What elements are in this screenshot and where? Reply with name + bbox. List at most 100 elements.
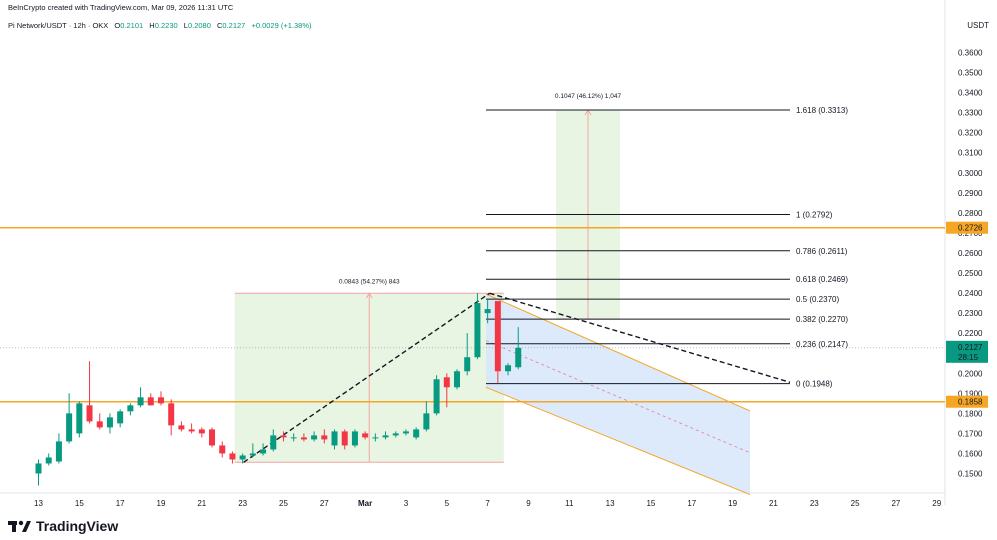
candle-body-26[interactable] <box>300 437 307 440</box>
current-price-value: 0.2127 <box>958 343 983 352</box>
x-tick-label-16: 17 <box>687 499 696 508</box>
descending-channel[interactable] <box>486 294 750 495</box>
candle-body-18[interactable] <box>219 445 226 454</box>
candle-body-1[interactable] <box>45 457 52 464</box>
candle-body-29[interactable] <box>331 431 338 446</box>
x-tick-label-9: 3 <box>404 499 409 508</box>
candle-body-24[interactable] <box>280 435 287 438</box>
fib-level-label-2: 0.786 (0.2611) <box>796 247 848 256</box>
symbol-legend[interactable]: Pi Network/USDT · 12h · OKX O0.2101 H0.2… <box>8 21 312 30</box>
candle-body-11[interactable] <box>147 397 154 406</box>
candle-body-30[interactable] <box>341 431 348 446</box>
x-tick-label-6: 25 <box>279 499 288 508</box>
candle-body-22[interactable] <box>260 449 267 454</box>
candle-body-8[interactable] <box>117 411 124 424</box>
trend-line-up[interactable] <box>243 292 491 463</box>
close-label: C <box>216 21 223 30</box>
measure-range-1-label: 0.0843 (54.27%) 843 <box>339 278 400 285</box>
y-tick-label-20: 0.1600 <box>958 449 983 458</box>
symbol-name[interactable]: Pi Network/USDT · 12h · OKX <box>8 21 109 30</box>
y-tick-label-0: 0.3600 <box>958 49 983 58</box>
candle-body-41[interactable] <box>454 371 461 388</box>
tradingview-logo[interactable]: TradingView <box>8 518 118 534</box>
x-tick-label-11: 7 <box>485 499 490 508</box>
candle-body-47[interactable] <box>515 347 522 368</box>
chart-credit: BeInCrypto created with TradingView.com,… <box>8 3 234 12</box>
level-price-tag-label-1: 0.1858 <box>958 398 983 407</box>
candle-body-36[interactable] <box>402 431 409 434</box>
quote-currency: USDT <box>967 21 989 30</box>
candle-body-13[interactable] <box>168 403 175 426</box>
y-tick-label-19: 0.1700 <box>958 429 983 438</box>
close-value: 0.2127 <box>222 21 246 30</box>
candle-body-42[interactable] <box>464 357 471 372</box>
candle-body-4[interactable] <box>76 403 83 434</box>
candle-body-0[interactable] <box>35 463 42 474</box>
candle-body-35[interactable] <box>392 433 399 436</box>
candle-body-44[interactable] <box>484 309 491 314</box>
y-tick-label-16: 0.2000 <box>958 369 983 378</box>
candle-body-25[interactable] <box>290 437 297 439</box>
candle-body-23[interactable] <box>270 435 277 450</box>
candle-body-5[interactable] <box>86 405 93 422</box>
candle-body-19[interactable] <box>229 453 236 460</box>
y-tick-label-17: 0.1900 <box>958 389 983 398</box>
y-tick-label-6: 0.3000 <box>958 169 983 178</box>
x-tick-label-2: 17 <box>116 499 125 508</box>
candle-countdown: 28:15 <box>958 353 979 362</box>
x-tick-label-7: 27 <box>320 499 329 508</box>
candle-body-43[interactable] <box>474 303 481 358</box>
candle-body-27[interactable] <box>311 435 318 440</box>
candle-body-9[interactable] <box>127 405 134 412</box>
high-value: 0.2230 <box>154 21 178 30</box>
candle-body-3[interactable] <box>66 413 73 442</box>
y-tick-label-2: 0.3400 <box>958 89 983 98</box>
fib-level-label-7: 0 (0.1948) <box>796 380 833 389</box>
candle-body-14[interactable] <box>178 425 185 430</box>
low-label: L <box>183 21 188 30</box>
candle-body-10[interactable] <box>137 397 144 406</box>
candle-body-21[interactable] <box>249 453 256 456</box>
candle-body-33[interactable] <box>372 437 379 439</box>
y-tick-label-7: 0.2900 <box>958 189 983 198</box>
y-tick-label-21: 0.1500 <box>958 470 983 479</box>
y-tick-label-12: 0.2400 <box>958 289 983 298</box>
open-label: O <box>114 21 121 30</box>
trend-line-down[interactable] <box>489 292 791 383</box>
y-tick-label-1: 0.3500 <box>958 69 983 78</box>
candle-body-12[interactable] <box>157 397 164 404</box>
candle-body-28[interactable] <box>321 435 328 440</box>
x-tick-label-20: 25 <box>851 499 860 508</box>
x-tick-label-15: 15 <box>646 499 655 508</box>
current-price-tag <box>946 340 988 363</box>
tradingview-logo-icon <box>8 520 31 532</box>
y-tick-label-5: 0.3100 <box>958 149 983 158</box>
x-tick-label-18: 21 <box>769 499 778 508</box>
candle-body-20[interactable] <box>239 455 246 460</box>
fib-level-label-3: 0.618 (0.2469) <box>796 275 848 284</box>
x-tick-label-17: 19 <box>728 499 737 508</box>
candle-body-15[interactable] <box>188 429 195 432</box>
x-tick-label-4: 21 <box>197 499 206 508</box>
candle-body-7[interactable] <box>106 417 113 428</box>
candle-body-16[interactable] <box>198 429 205 434</box>
candle-body-46[interactable] <box>505 365 512 372</box>
x-tick-label-1: 15 <box>75 499 84 508</box>
candle-body-32[interactable] <box>362 433 369 438</box>
candle-body-40[interactable] <box>443 377 450 388</box>
candle-body-2[interactable] <box>55 441 62 462</box>
candle-body-34[interactable] <box>382 435 389 438</box>
x-tick-label-3: 19 <box>157 499 166 508</box>
x-tick-label-10: 5 <box>445 499 450 508</box>
candle-body-39[interactable] <box>433 379 440 414</box>
low-value: 0.2080 <box>187 21 211 30</box>
candle-body-6[interactable] <box>96 421 103 428</box>
fib-level-label-5: 0.382 (0.2270) <box>796 315 848 324</box>
candle-body-45[interactable] <box>494 301 501 372</box>
candle-body-17[interactable] <box>209 429 216 446</box>
candle-body-37[interactable] <box>413 429 420 438</box>
candle-body-38[interactable] <box>423 413 430 430</box>
candle-body-31[interactable] <box>351 431 358 446</box>
